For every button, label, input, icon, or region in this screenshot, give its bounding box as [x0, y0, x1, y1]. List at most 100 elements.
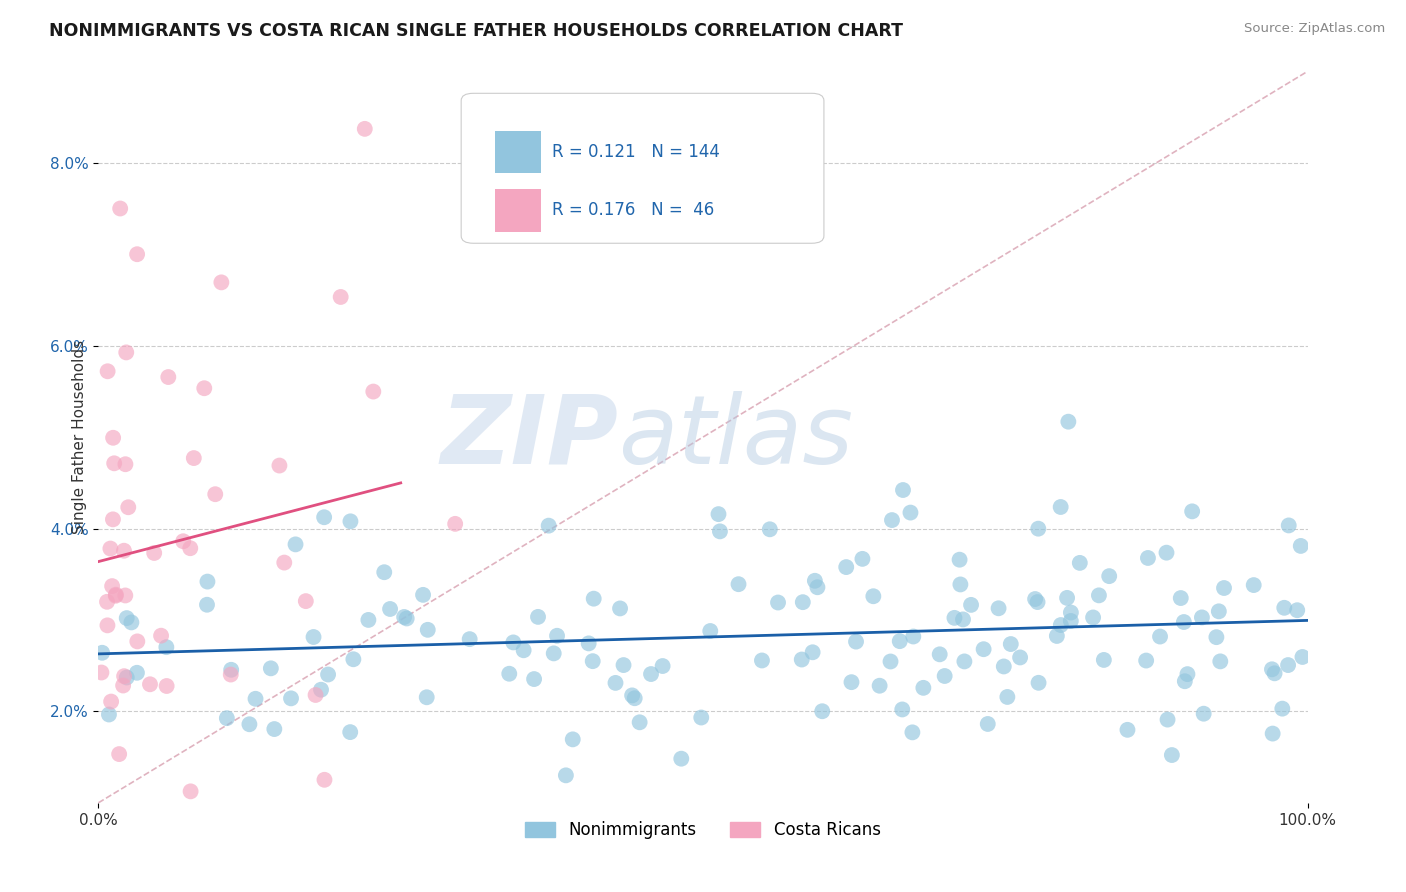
Point: [498, 666, 520, 681]
Point: [582, 654, 605, 668]
Point: [1271, 701, 1294, 715]
Point: [671, 752, 693, 766]
Point: [987, 601, 1010, 615]
Point: [104, 589, 127, 603]
Point: [1149, 630, 1171, 644]
Point: [709, 524, 731, 539]
Point: [183, 451, 205, 466]
Point: [1000, 637, 1022, 651]
Point: [804, 574, 827, 588]
Point: [115, 671, 138, 685]
Point: [790, 652, 813, 666]
Point: [309, 682, 332, 697]
Point: [458, 632, 481, 647]
Point: [112, 543, 135, 558]
Point: [197, 574, 219, 589]
Point: [280, 691, 302, 706]
Point: [901, 725, 924, 739]
Point: [903, 630, 925, 644]
Point: [112, 679, 135, 693]
Point: [219, 667, 242, 681]
Text: NONIMMIGRANTS VS COSTA RICAN SINGLE FATHER HOUSEHOLDS CORRELATION CHART: NONIMMIGRANTS VS COSTA RICAN SINGLE FATH…: [49, 22, 903, 40]
Point: [100, 541, 122, 556]
Point: [1060, 614, 1083, 628]
Point: [1289, 539, 1312, 553]
Point: [1136, 551, 1159, 566]
Point: [353, 121, 375, 136]
Point: [841, 675, 863, 690]
Point: [801, 645, 824, 659]
Text: ZIP: ZIP: [440, 391, 619, 483]
Point: [1264, 666, 1286, 681]
Text: Source: ZipAtlas.com: Source: ZipAtlas.com: [1244, 22, 1385, 36]
Point: [314, 772, 336, 787]
Point: [125, 665, 148, 680]
Point: [690, 710, 713, 724]
Point: [108, 202, 131, 216]
Point: [993, 659, 1015, 673]
Point: [1160, 747, 1182, 762]
Point: [263, 722, 285, 736]
Point: [1261, 662, 1284, 676]
Point: [101, 431, 124, 445]
Point: [759, 522, 782, 536]
Point: [231, 841, 253, 855]
Point: [1046, 629, 1069, 643]
Point: [543, 646, 565, 660]
Point: [727, 577, 749, 591]
Point: [806, 580, 828, 594]
Point: [1010, 650, 1032, 665]
Point: [1081, 610, 1104, 624]
Point: [1156, 713, 1178, 727]
Point: [114, 457, 136, 471]
Point: [304, 688, 326, 702]
Point: [1272, 600, 1295, 615]
Point: [928, 648, 950, 662]
Point: [949, 577, 972, 591]
Point: [117, 500, 139, 515]
Point: [640, 667, 662, 681]
Point: [157, 370, 180, 384]
Point: [260, 661, 283, 675]
Point: [1191, 610, 1213, 624]
Point: [621, 689, 644, 703]
Point: [973, 642, 995, 657]
Point: [943, 611, 966, 625]
Point: [180, 784, 202, 798]
Point: [623, 691, 645, 706]
Legend: Nonimmigrants, Costa Ricans: Nonimmigrants, Costa Ricans: [519, 814, 887, 846]
Point: [269, 458, 291, 473]
Point: [879, 655, 901, 669]
Point: [1156, 546, 1178, 560]
Point: [112, 669, 135, 683]
Point: [792, 595, 814, 609]
Point: [284, 537, 307, 551]
Point: [101, 512, 124, 526]
Point: [1088, 588, 1111, 602]
Point: [1213, 581, 1236, 595]
Text: atlas: atlas: [619, 391, 853, 483]
Point: [120, 615, 142, 630]
Point: [373, 565, 395, 579]
Point: [900, 506, 922, 520]
Point: [115, 611, 138, 625]
Point: [415, 690, 437, 705]
Point: [1026, 595, 1049, 609]
Point: [1092, 653, 1115, 667]
Text: R = 0.176   N =  46: R = 0.176 N = 46: [551, 202, 714, 219]
Point: [605, 676, 627, 690]
Point: [339, 514, 361, 528]
Point: [96, 618, 118, 632]
Point: [527, 610, 550, 624]
Point: [889, 634, 911, 648]
Point: [97, 707, 120, 722]
Point: [155, 640, 177, 655]
Text: R = 0.121   N = 144: R = 0.121 N = 144: [551, 143, 720, 161]
Point: [150, 629, 173, 643]
Point: [444, 516, 467, 531]
Point: [582, 591, 605, 606]
Point: [104, 588, 127, 602]
Point: [412, 588, 434, 602]
Point: [100, 695, 122, 709]
Point: [1192, 706, 1215, 721]
